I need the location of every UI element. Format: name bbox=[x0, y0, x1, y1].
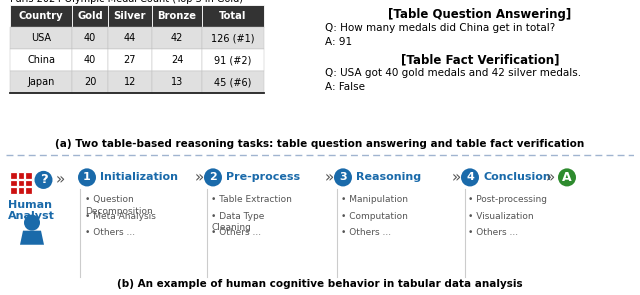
Text: USA: USA bbox=[31, 33, 51, 43]
Text: 27: 27 bbox=[124, 55, 136, 65]
Text: Q: USA got 40 gold medals and 42 silver medals.: Q: USA got 40 gold medals and 42 silver … bbox=[325, 68, 581, 78]
Circle shape bbox=[35, 171, 52, 189]
Text: Bronze: Bronze bbox=[157, 11, 196, 21]
Text: Paris 2024 Olympic Medal Count (Top 3 in Gold): Paris 2024 Olympic Medal Count (Top 3 in… bbox=[10, 0, 243, 4]
FancyBboxPatch shape bbox=[202, 5, 264, 27]
Text: 40: 40 bbox=[84, 55, 96, 65]
Text: • Table Extraction: • Table Extraction bbox=[211, 196, 292, 204]
Text: 24: 24 bbox=[171, 55, 183, 65]
FancyBboxPatch shape bbox=[108, 5, 152, 27]
Text: 2: 2 bbox=[209, 172, 217, 182]
FancyBboxPatch shape bbox=[72, 5, 108, 27]
FancyBboxPatch shape bbox=[17, 180, 24, 186]
Polygon shape bbox=[20, 231, 44, 245]
FancyBboxPatch shape bbox=[17, 172, 24, 179]
FancyBboxPatch shape bbox=[72, 71, 108, 93]
FancyBboxPatch shape bbox=[10, 5, 72, 27]
Circle shape bbox=[24, 214, 40, 231]
Text: Initialization: Initialization bbox=[100, 172, 178, 182]
Text: A: 91: A: 91 bbox=[325, 37, 352, 47]
Text: • Question
Decomposition: • Question Decomposition bbox=[85, 196, 153, 216]
Text: Pre-process: Pre-process bbox=[226, 172, 300, 182]
Text: »: » bbox=[324, 170, 333, 185]
Circle shape bbox=[78, 168, 96, 186]
Text: • Others ...: • Others ... bbox=[211, 228, 261, 237]
Text: 44: 44 bbox=[124, 33, 136, 43]
Text: »: » bbox=[451, 170, 461, 185]
Text: »: » bbox=[195, 170, 204, 185]
FancyBboxPatch shape bbox=[72, 27, 108, 49]
Text: Country: Country bbox=[19, 11, 63, 21]
Text: Gold: Gold bbox=[77, 11, 103, 21]
FancyBboxPatch shape bbox=[10, 187, 17, 194]
Text: • Others ...: • Others ... bbox=[85, 228, 135, 237]
FancyBboxPatch shape bbox=[10, 172, 17, 179]
Text: [Table Question Answering]: [Table Question Answering] bbox=[388, 8, 572, 21]
Text: China: China bbox=[27, 55, 55, 65]
Text: Human
Analyst: Human Analyst bbox=[8, 199, 55, 221]
FancyBboxPatch shape bbox=[108, 27, 152, 49]
Circle shape bbox=[204, 168, 222, 186]
FancyBboxPatch shape bbox=[152, 49, 202, 71]
Text: 45 (#6): 45 (#6) bbox=[214, 77, 252, 87]
Text: 126 (#1): 126 (#1) bbox=[211, 33, 255, 43]
Text: • Others ...: • Others ... bbox=[341, 228, 391, 237]
FancyBboxPatch shape bbox=[25, 187, 32, 194]
Text: 42: 42 bbox=[171, 33, 183, 43]
Text: 12: 12 bbox=[124, 77, 136, 87]
Text: »: » bbox=[545, 170, 555, 185]
Text: Japan: Japan bbox=[28, 77, 54, 87]
FancyBboxPatch shape bbox=[10, 180, 17, 186]
FancyBboxPatch shape bbox=[25, 172, 32, 179]
FancyBboxPatch shape bbox=[25, 180, 32, 186]
Text: [Table Fact Verification]: [Table Fact Verification] bbox=[401, 53, 559, 66]
FancyBboxPatch shape bbox=[202, 49, 264, 71]
Text: • Computation: • Computation bbox=[341, 212, 408, 221]
Text: • Meta Analysis: • Meta Analysis bbox=[85, 212, 156, 221]
FancyBboxPatch shape bbox=[72, 49, 108, 71]
Text: • Visualization: • Visualization bbox=[468, 212, 534, 221]
FancyBboxPatch shape bbox=[152, 27, 202, 49]
Text: 20: 20 bbox=[84, 77, 96, 87]
Text: (a) Two table-based reasoning tasks: table question answering and table fact ver: (a) Two table-based reasoning tasks: tab… bbox=[56, 140, 584, 149]
Text: »: » bbox=[56, 172, 65, 187]
FancyBboxPatch shape bbox=[152, 71, 202, 93]
FancyBboxPatch shape bbox=[202, 71, 264, 93]
Text: Reasoning: Reasoning bbox=[356, 172, 421, 182]
Text: 13: 13 bbox=[171, 77, 183, 87]
Text: • Data Type
Cleaning: • Data Type Cleaning bbox=[211, 212, 264, 232]
Text: A: A bbox=[562, 171, 572, 184]
Circle shape bbox=[334, 168, 352, 186]
FancyBboxPatch shape bbox=[10, 71, 72, 93]
FancyBboxPatch shape bbox=[202, 27, 264, 49]
Text: • Manipulation: • Manipulation bbox=[341, 196, 408, 204]
Text: 1: 1 bbox=[83, 172, 91, 182]
Text: (b) An example of human cognitive behavior in tabular data analysis: (b) An example of human cognitive behavi… bbox=[117, 279, 523, 289]
Text: Silver: Silver bbox=[114, 11, 147, 21]
Text: 4: 4 bbox=[466, 172, 474, 182]
FancyBboxPatch shape bbox=[17, 187, 24, 194]
FancyBboxPatch shape bbox=[108, 71, 152, 93]
FancyBboxPatch shape bbox=[10, 27, 72, 49]
Text: 40: 40 bbox=[84, 33, 96, 43]
Circle shape bbox=[558, 168, 576, 186]
Text: • Post-processing: • Post-processing bbox=[468, 196, 547, 204]
Text: Total: Total bbox=[220, 11, 246, 21]
Text: A: False: A: False bbox=[325, 82, 365, 92]
Text: 91 (#2): 91 (#2) bbox=[214, 55, 252, 65]
FancyBboxPatch shape bbox=[10, 49, 72, 71]
Text: Q: How many medals did China get in total?: Q: How many medals did China get in tota… bbox=[325, 23, 556, 33]
Circle shape bbox=[461, 168, 479, 186]
Text: • Others ...: • Others ... bbox=[468, 228, 518, 237]
Text: Conclusion: Conclusion bbox=[483, 172, 551, 182]
FancyBboxPatch shape bbox=[108, 49, 152, 71]
Text: ?: ? bbox=[40, 173, 47, 186]
Text: 3: 3 bbox=[339, 172, 347, 182]
FancyBboxPatch shape bbox=[152, 5, 202, 27]
